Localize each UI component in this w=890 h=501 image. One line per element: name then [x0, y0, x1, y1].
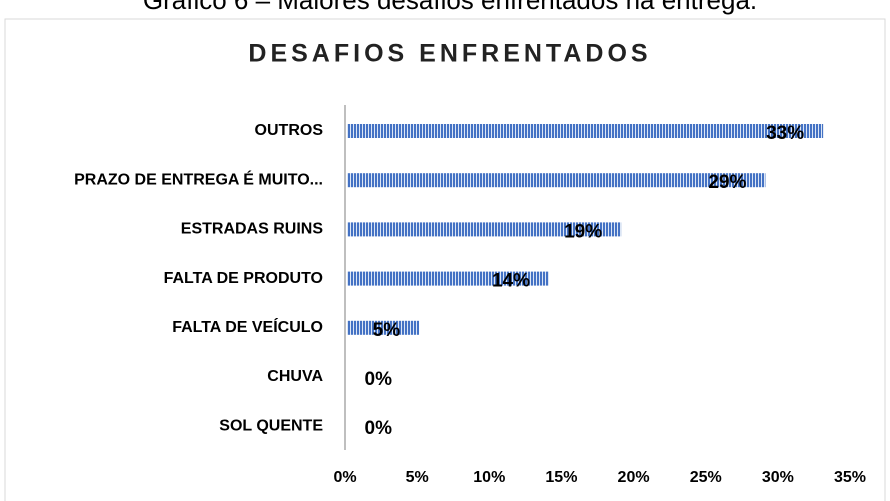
x-tick-label: 15%	[545, 469, 577, 486]
x-tick-label: 35%	[834, 469, 866, 486]
chart-frame	[4, 18, 886, 501]
value-label: 33%	[766, 123, 804, 144]
chart-title: DESAFIOS ENFRENTADOS	[248, 40, 651, 68]
x-tick-label: 25%	[690, 469, 722, 486]
value-label: 0%	[365, 418, 393, 439]
x-tick-label: 10%	[473, 469, 505, 486]
y-tick-label: FALTA DE VEÍCULO	[172, 317, 323, 336]
y-tick-label: PRAZO DE ENTREGA É MUITO...	[74, 169, 323, 188]
x-tick-label: 30%	[762, 469, 794, 486]
y-tick-label: FALTA DE PRODUTO	[164, 270, 323, 287]
bar	[347, 320, 420, 335]
y-tick-label: CHUVA	[267, 368, 323, 385]
value-label: 14%	[492, 271, 530, 292]
bar	[347, 173, 766, 188]
x-tick-label: 0%	[333, 469, 356, 486]
x-tick-label: 20%	[618, 469, 650, 486]
y-tick-label: SOL QUENTE	[219, 417, 323, 434]
value-label: 0%	[365, 369, 393, 390]
value-label: 29%	[708, 172, 746, 193]
bar	[347, 222, 622, 237]
x-tick-label: 5%	[406, 469, 429, 486]
value-label: 19%	[564, 221, 602, 242]
y-tick-label: OUTROS	[255, 122, 324, 139]
value-label: 5%	[373, 320, 401, 341]
bar	[347, 271, 549, 286]
figure-caption: Gráfico 6 – Maiores desafios enfrentados…	[143, 0, 757, 15]
bar	[347, 124, 824, 138]
y-tick-label: ESTRADAS RUINS	[181, 221, 324, 238]
